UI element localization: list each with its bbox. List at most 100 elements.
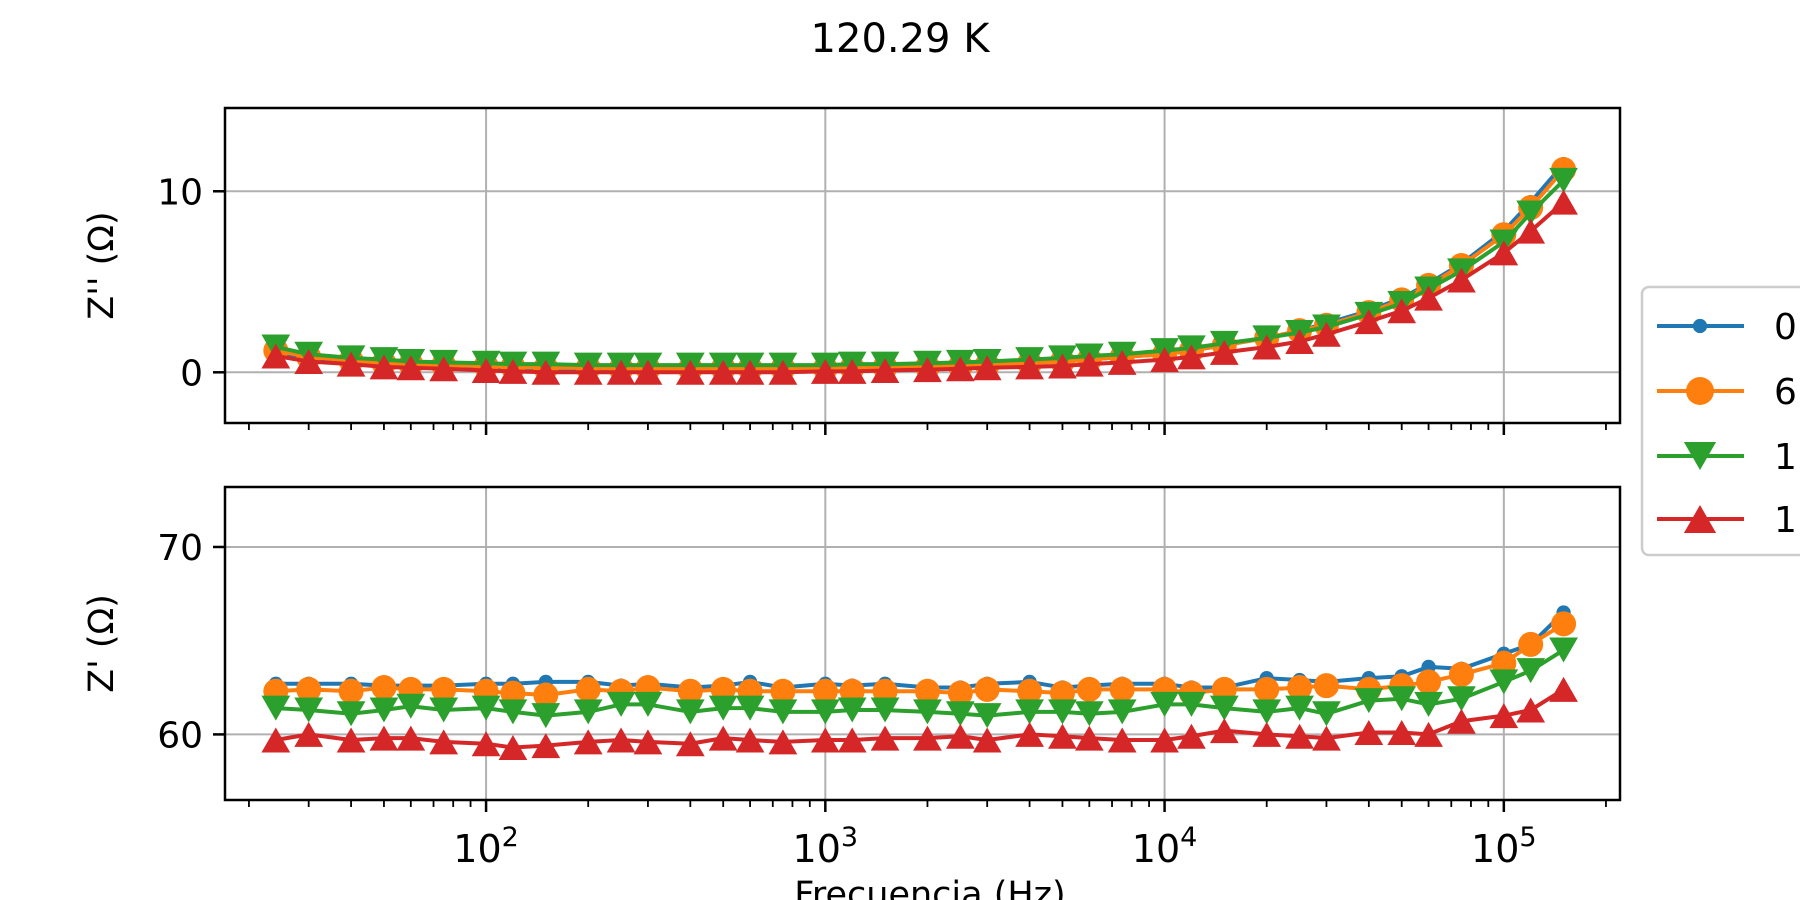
data-point	[1285, 695, 1314, 721]
data-point	[336, 351, 366, 377]
data-point	[1312, 725, 1341, 751]
data-point	[606, 691, 636, 717]
data-point	[1252, 334, 1282, 360]
data-point	[810, 358, 840, 384]
data-series	[268, 156, 1571, 377]
data-point	[1516, 697, 1546, 723]
data-point	[294, 348, 324, 374]
data-point	[1177, 691, 1206, 717]
data-point	[837, 697, 867, 723]
data-point	[1107, 349, 1137, 375]
data-point	[1448, 661, 1474, 687]
data-point	[633, 691, 663, 717]
data-point	[336, 701, 366, 727]
data-point	[837, 727, 867, 753]
data-point	[947, 680, 973, 706]
series-line	[275, 178, 1565, 368]
data-point	[870, 358, 900, 383]
data-point	[1354, 720, 1384, 746]
data-point	[1287, 675, 1313, 701]
data-point	[1150, 691, 1179, 717]
data-point	[531, 359, 561, 385]
x-tick-label: 104	[1132, 822, 1198, 871]
data-point	[531, 733, 561, 759]
data-point	[1209, 695, 1239, 721]
legend-label: 6	[1774, 372, 1797, 413]
data-point	[972, 355, 1002, 381]
data-point	[533, 682, 559, 708]
y-tick-label: 60	[157, 715, 203, 756]
data-point	[261, 695, 291, 721]
data-point	[913, 725, 942, 751]
data-point	[1387, 686, 1417, 712]
data-point	[498, 358, 528, 384]
data-point	[573, 729, 603, 755]
data-point	[633, 359, 663, 385]
x-tick-label: 105	[1471, 822, 1537, 871]
data-point	[296, 676, 322, 702]
data-point	[1354, 309, 1384, 335]
data-point	[1048, 353, 1077, 379]
data-point	[1048, 699, 1077, 725]
data-point	[1549, 676, 1578, 702]
data-point	[1447, 708, 1476, 734]
data-series	[261, 676, 1578, 761]
data-point	[261, 727, 291, 753]
data-point	[810, 727, 840, 753]
data-point	[471, 731, 501, 757]
data-point	[1549, 637, 1578, 663]
data-point	[768, 699, 798, 725]
y-axis-label: Z'' (Ω)	[82, 211, 122, 319]
data-point	[677, 678, 703, 704]
data-point	[870, 725, 900, 751]
plot-panels: 0 10 Z'' (Ω) 60 70 Z' (Ω) 102 103 104 105	[82, 106, 1622, 871]
data-point	[1489, 703, 1519, 729]
data-point	[294, 697, 324, 723]
series-line	[275, 168, 1566, 371]
legend-label: 1	[1774, 500, 1797, 541]
data-point	[471, 358, 501, 383]
data-point	[810, 699, 840, 725]
data-point	[1414, 721, 1443, 747]
series-line	[275, 162, 1566, 372]
data-point	[1551, 611, 1577, 637]
data-point	[1414, 691, 1443, 717]
data-point	[1516, 658, 1546, 684]
data-point	[768, 729, 798, 755]
data-point	[914, 678, 940, 704]
data-point	[1387, 298, 1417, 324]
data-point	[812, 678, 838, 704]
data-point	[708, 725, 738, 751]
data-point	[913, 357, 942, 383]
data-point	[1312, 321, 1341, 347]
y-tick-label: 10	[157, 172, 203, 213]
data-point	[1549, 167, 1578, 193]
data-point	[770, 678, 796, 704]
data-point	[1209, 339, 1239, 365]
data-point	[1489, 240, 1519, 266]
x-tick-label: 103	[793, 822, 859, 871]
data-point	[1107, 699, 1137, 725]
series-group	[261, 605, 1578, 761]
data-point	[1209, 718, 1239, 744]
data-point	[945, 723, 975, 749]
data-point	[1683, 442, 1717, 470]
data-point	[972, 703, 1002, 729]
data-point	[945, 701, 975, 727]
legend-entry: 6	[1657, 372, 1797, 413]
legend-entry: 1	[1657, 437, 1797, 478]
plot-frame	[223, 106, 1622, 425]
data-point	[708, 695, 738, 721]
data-point	[369, 725, 399, 751]
data-point	[675, 731, 705, 757]
data-point	[735, 695, 765, 721]
chart-title: 120.29 K	[811, 16, 992, 62]
data-point	[396, 725, 426, 751]
data-series	[263, 611, 1577, 708]
data-point	[1489, 669, 1519, 695]
data-point	[498, 735, 528, 761]
data-series	[261, 637, 1578, 729]
data-series	[261, 167, 1578, 378]
data-point	[837, 358, 867, 384]
